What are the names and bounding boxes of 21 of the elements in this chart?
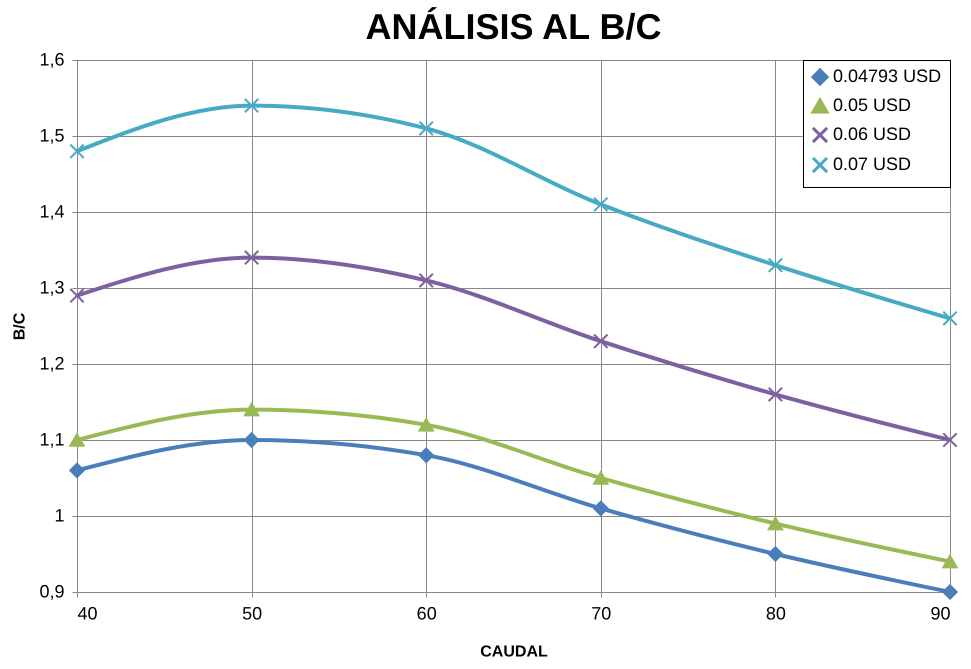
y-tick-label: 1 [54, 506, 64, 526]
x-tick-label: 70 [591, 604, 612, 624]
y-tick-label: 0,9 [39, 582, 64, 602]
chart-title: ANÁLISIS AL B/C [365, 6, 662, 47]
y-tick-label: 1,2 [39, 354, 64, 374]
y-tick-label: 1,4 [39, 202, 64, 222]
legend-label: 0.05 USD [833, 95, 912, 115]
legend-label: 0.06 USD [833, 124, 912, 144]
y-tick-label: 1,3 [39, 278, 64, 298]
y-tick-label: 1,6 [39, 50, 64, 70]
x-tick-label: 60 [416, 604, 437, 624]
x-tick-label: 80 [766, 604, 786, 624]
y-tick-label: 1,5 [39, 126, 64, 146]
x-tick-label: 90 [930, 604, 950, 624]
legend-label: 0.04793 USD [833, 66, 942, 86]
y-tick-label: 1,1 [39, 430, 64, 450]
x-tick-label: 40 [78, 604, 98, 624]
y-axis-title: B/C [11, 312, 28, 340]
x-axis-title: CAUDAL [480, 644, 548, 660]
x-tick-label: 50 [242, 604, 262, 624]
legend-label: 0.07 USD [833, 154, 912, 174]
